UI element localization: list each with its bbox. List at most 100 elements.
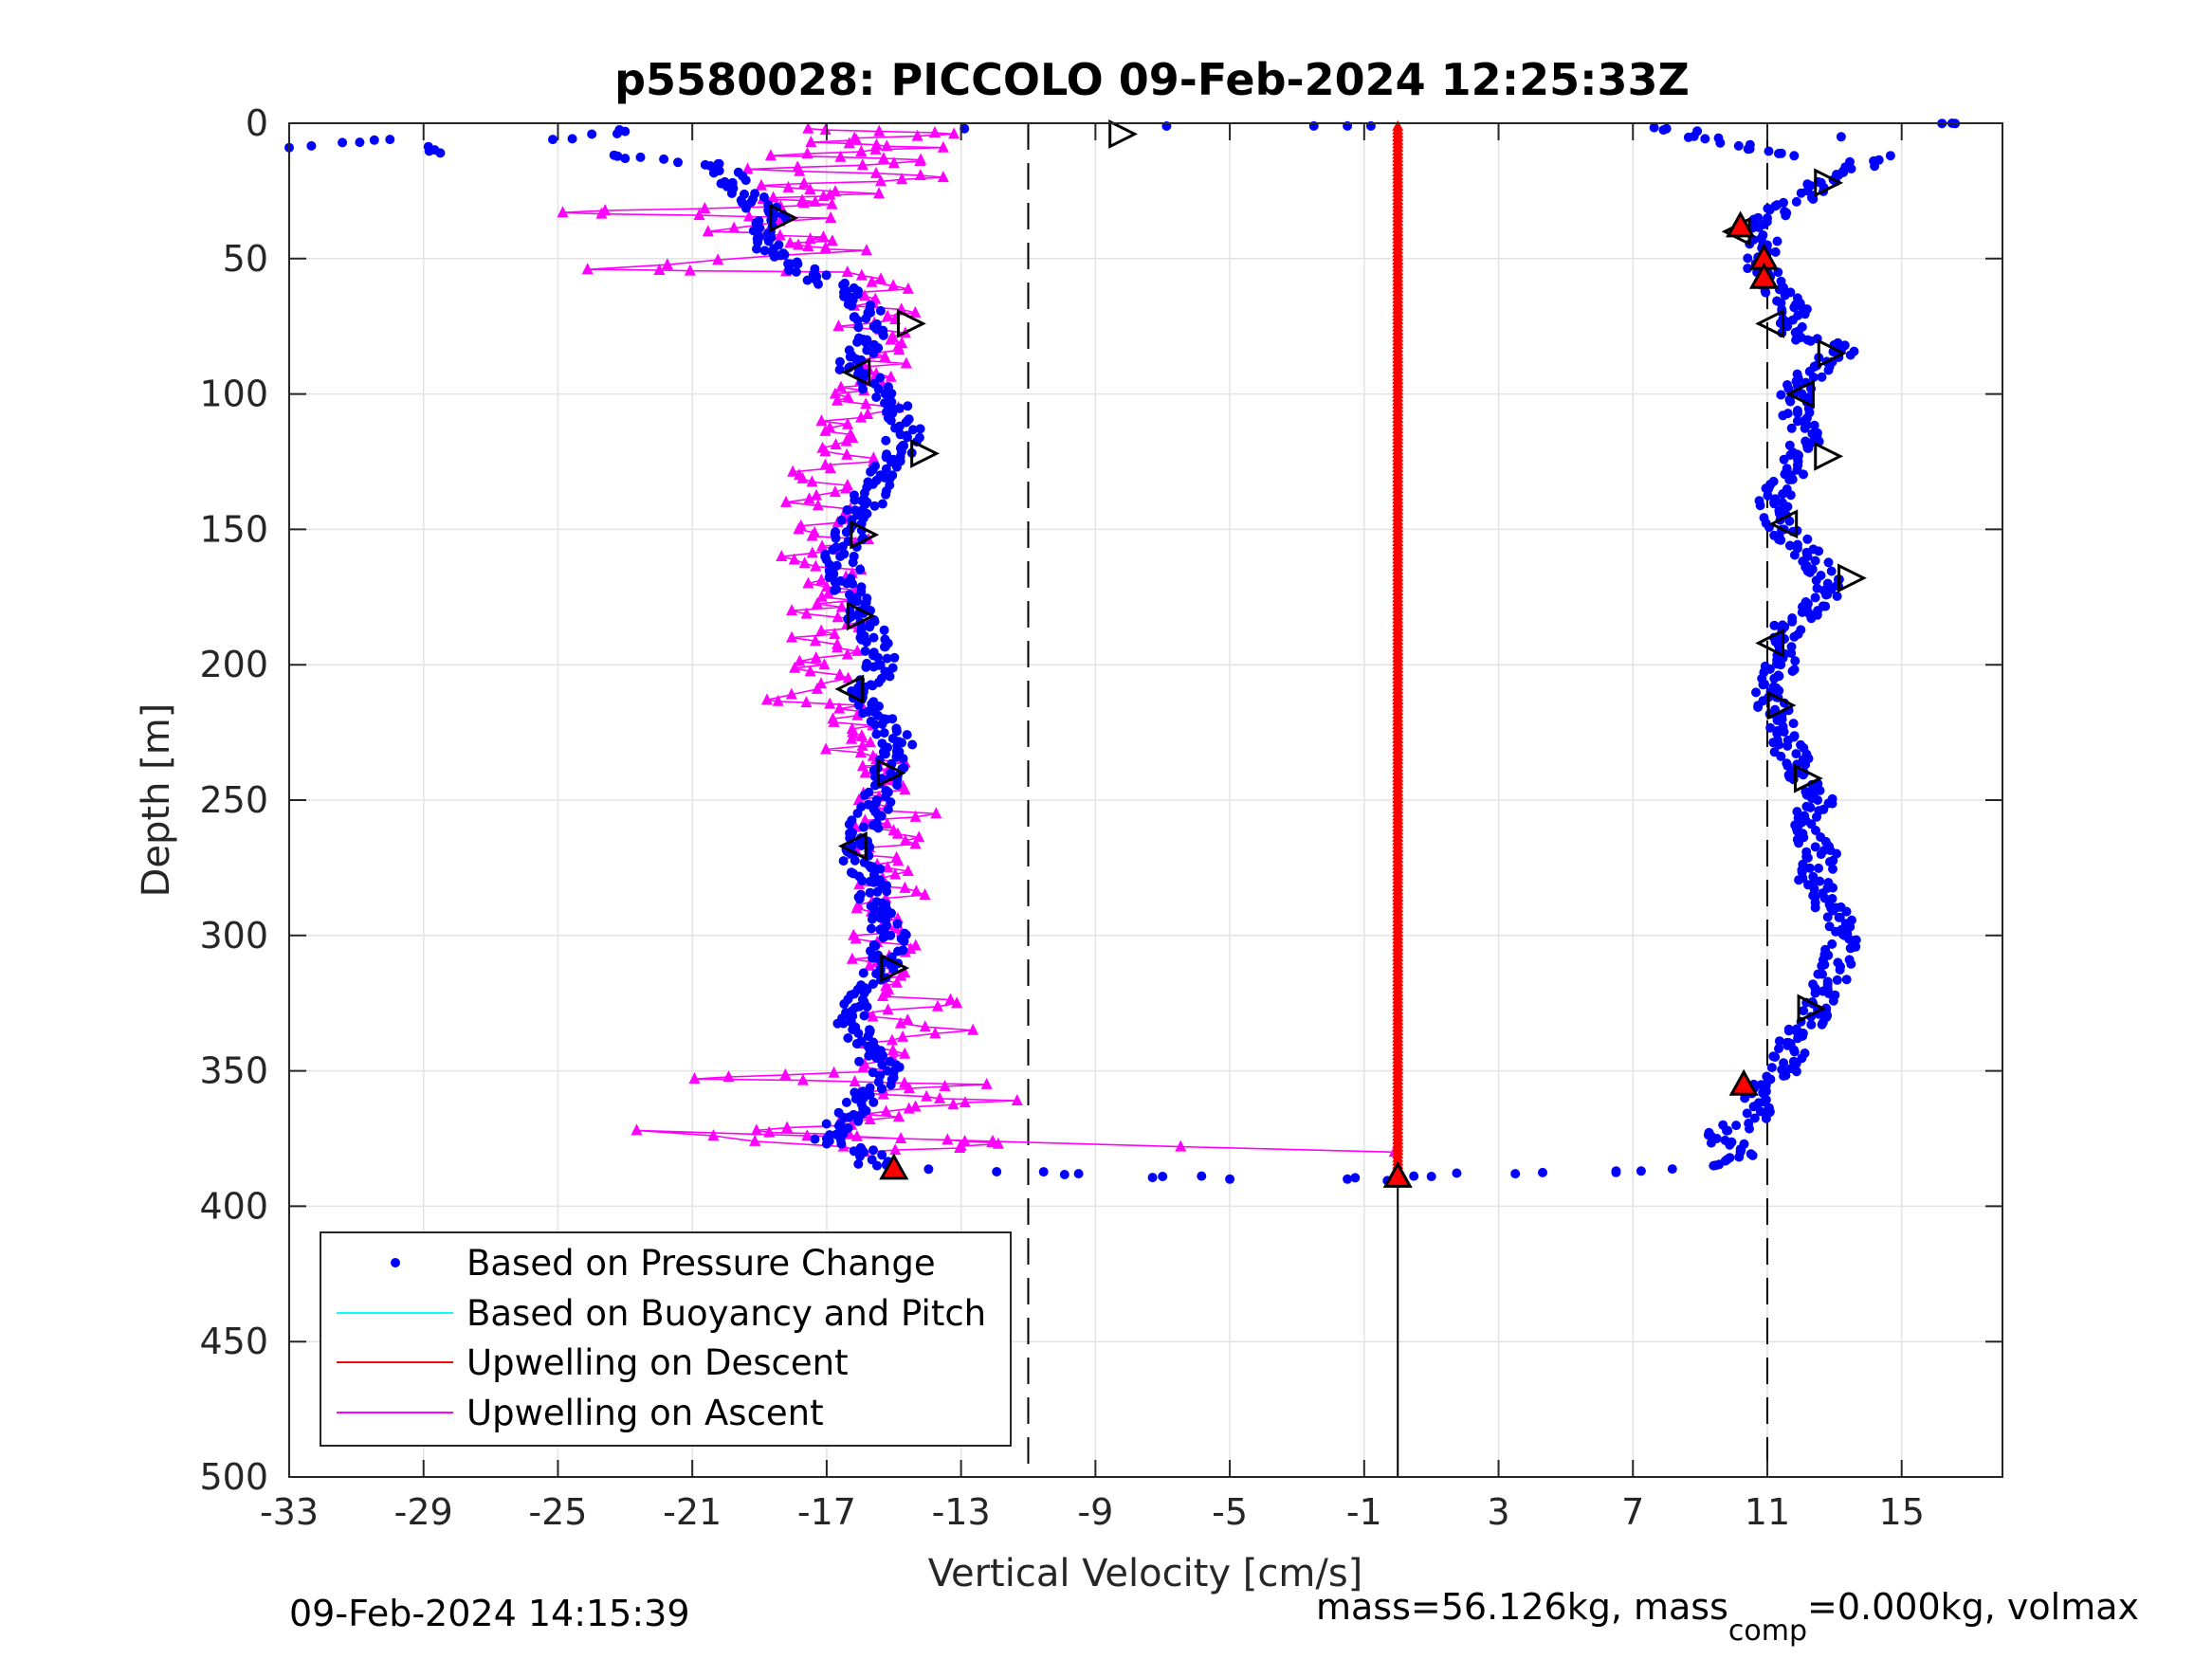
pressure-point — [848, 557, 858, 568]
ascent-point — [786, 630, 798, 643]
pressure-point — [748, 226, 759, 236]
pressure-point — [903, 432, 912, 443]
ascent-point — [684, 264, 696, 276]
pressure-point — [1785, 470, 1796, 481]
ascent-point — [834, 150, 847, 162]
pressure-point — [1833, 957, 1843, 968]
pressure-point — [868, 681, 878, 691]
ascent-point — [896, 173, 908, 185]
pressure-point — [1782, 321, 1793, 332]
ascent-point — [776, 549, 788, 561]
pressure-point — [1836, 132, 1846, 142]
ascent-point — [843, 137, 855, 149]
pressure-point — [858, 1093, 868, 1103]
x-tick-label: 11 — [1745, 1491, 1790, 1533]
pressure-point — [1806, 1019, 1817, 1030]
pressure-point — [885, 473, 895, 483]
pressure-point — [1733, 140, 1744, 151]
ascent-point — [902, 282, 914, 294]
triangle-left-marker — [1755, 628, 1785, 658]
pressure-point — [1770, 246, 1781, 257]
pressure-point — [1845, 350, 1856, 360]
pressure-point — [1835, 912, 1845, 922]
ascent-point — [944, 993, 957, 1005]
triangle-left-marker — [1755, 308, 1785, 338]
triangle-right-marker — [1814, 168, 1844, 198]
pressure-point — [858, 1147, 868, 1158]
ascent-point — [850, 902, 863, 914]
pressure-point — [1786, 423, 1797, 433]
pressure-point — [1809, 420, 1819, 430]
ascent-point — [903, 1082, 915, 1094]
pressure-point — [878, 329, 888, 339]
ascent-point — [939, 1080, 951, 1092]
pressure-point — [1823, 557, 1834, 568]
ascent-point — [755, 178, 767, 191]
ascent-point — [855, 729, 868, 741]
ascent-point — [840, 434, 852, 447]
ascent-point — [743, 210, 756, 222]
ascent-point — [929, 1027, 941, 1039]
ascent-point — [869, 142, 882, 155]
ascent-point — [967, 1023, 979, 1035]
x-tick-label: -21 — [663, 1491, 722, 1533]
y-tick-label: 150 — [199, 508, 268, 550]
ascent-point — [796, 1073, 809, 1085]
ascent-point — [841, 647, 853, 660]
pressure-point — [858, 384, 868, 394]
ascent-point — [826, 197, 838, 210]
pressure-point — [880, 642, 889, 652]
pressure-point — [877, 499, 887, 509]
pressure-point — [992, 1167, 1002, 1176]
pressure-point — [435, 148, 446, 158]
pressure-point — [1781, 210, 1791, 221]
pressure-point — [835, 552, 846, 561]
triangle-red-marker — [1726, 210, 1756, 238]
ascent-point — [895, 1132, 907, 1143]
ascent-point — [902, 1013, 914, 1026]
y-tick-label: 200 — [199, 644, 268, 685]
ascent-point — [857, 1061, 869, 1073]
ascent-point — [834, 380, 847, 392]
ascent-point — [804, 232, 816, 245]
pressure-point — [1824, 857, 1835, 867]
pressure-point — [1812, 811, 1821, 822]
triangle-right-marker — [850, 520, 880, 550]
ascent-point — [885, 370, 897, 382]
ascent-point — [728, 221, 740, 233]
ascent-point — [800, 696, 813, 708]
ascent-point — [941, 1133, 954, 1145]
pressure-point — [895, 443, 905, 453]
ascent-point — [902, 864, 914, 876]
pressure-point — [1819, 959, 1830, 970]
ascent-point — [899, 783, 911, 795]
pressure-point — [892, 740, 903, 751]
ascent-point — [829, 628, 841, 640]
x-tick-label: -1 — [1346, 1491, 1382, 1533]
pressure-point — [1822, 984, 1833, 994]
ascent-point — [835, 600, 848, 612]
pressure-point — [1510, 1169, 1521, 1179]
pressure-point — [748, 194, 758, 204]
x-axis-label: Vertical Velocity [cm/s] — [928, 1552, 1363, 1595]
legend-label-buoyancy: Based on Buoyancy and Pitch — [466, 1293, 986, 1334]
pressure-point — [858, 968, 868, 978]
y-axis-ticks: 0 50 100 150 200 250 300 350 400 450 500 — [199, 102, 2002, 1498]
ascent-point — [900, 356, 912, 369]
legend-box — [320, 1231, 1012, 1447]
pressure-point — [866, 876, 875, 886]
pressure-point — [1700, 134, 1710, 144]
pressure-point — [1791, 196, 1801, 207]
pressure-point — [1810, 902, 1820, 913]
pressure-point — [1826, 566, 1837, 576]
ascent-point — [850, 1129, 863, 1141]
ascent-point — [815, 573, 828, 585]
ascent-point — [881, 816, 893, 829]
pressure-point — [1709, 1160, 1719, 1171]
pressure-point — [1790, 656, 1801, 666]
pressure-point — [862, 1002, 872, 1012]
pressure-point — [915, 424, 925, 434]
ascent-point — [702, 225, 714, 237]
y-tick-label: 250 — [199, 779, 268, 821]
ascent-point — [887, 1044, 899, 1056]
